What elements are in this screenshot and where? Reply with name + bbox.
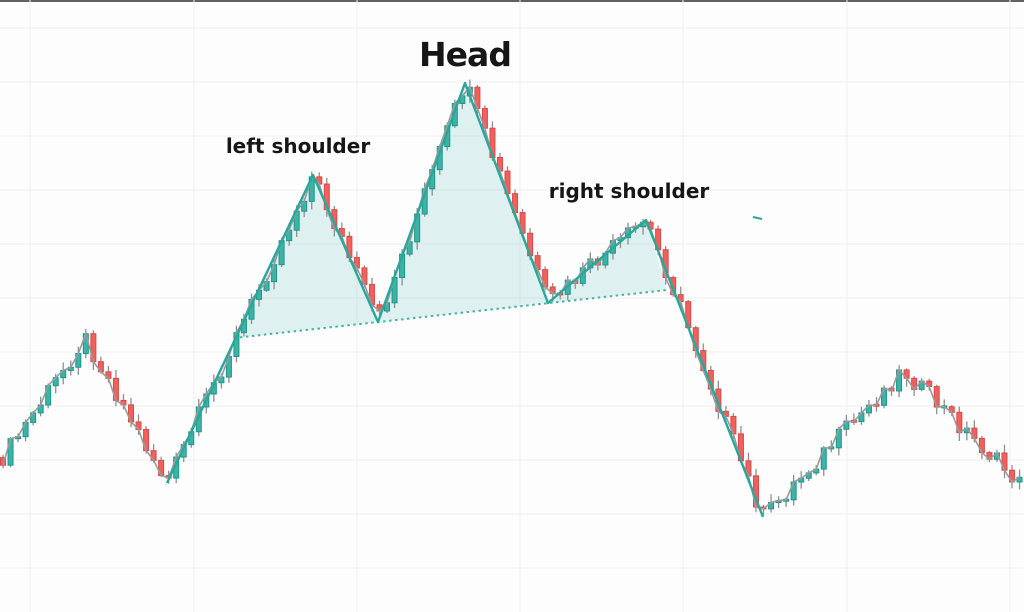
head-label: Head xyxy=(419,35,512,74)
pattern-outline xyxy=(165,81,765,518)
top-border-line xyxy=(0,0,1024,2)
stray-dash xyxy=(752,216,763,220)
neckline-dotted xyxy=(233,289,668,339)
pattern-fill-area xyxy=(234,83,667,338)
right-shoulder-label: right shoulder xyxy=(548,179,710,203)
left-shoulder-label: left shoulder xyxy=(225,134,371,158)
